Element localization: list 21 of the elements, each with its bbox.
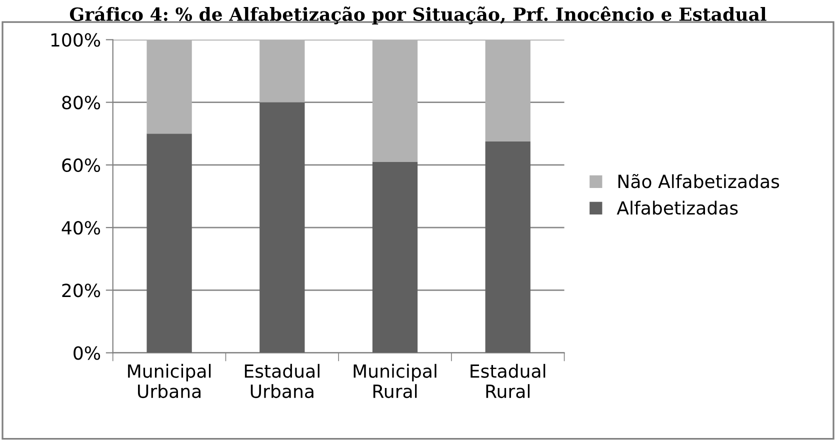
bar [485,141,530,353]
y-tick-label: 20% [62,284,100,298]
x-tick-label: Municipal Urbana [128,364,211,398]
bar [146,40,192,134]
bar [146,134,192,353]
y-tick-label: 80% [62,96,100,110]
y-tick-label: 0% [74,346,100,360]
x-tick-label: Estadual Urbana [244,364,320,398]
bar [260,40,305,102]
bar [372,40,418,162]
chart-title: Gráfico 4: % de Alfabetização por Situação, Prf. Inocêncio e Estadual [70,6,766,25]
bar [260,102,305,353]
y-tick-label: 40% [62,221,100,235]
y-tick-label: 100% [51,33,100,47]
x-tick-label: Estadual Rural [470,364,546,398]
bar [372,162,418,353]
y-tick-label: 60% [62,158,100,172]
bar [485,40,530,142]
legend-label: Alfabetizadas [616,200,738,215]
x-tick-label: Municipal Rural [354,364,436,398]
legend-label: Não Alfabetizadas [618,174,780,188]
